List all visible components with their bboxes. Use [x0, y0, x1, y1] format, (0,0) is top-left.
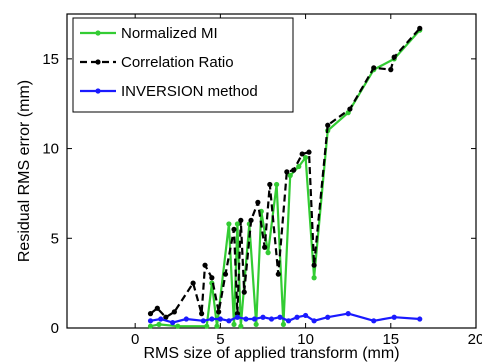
data-point	[238, 217, 244, 223]
y-axis-label: Residual RMS error (mm)	[16, 80, 33, 262]
data-point	[231, 226, 237, 232]
x-tick-label: 5	[216, 331, 224, 348]
data-point	[345, 311, 351, 317]
data-point	[265, 250, 271, 256]
data-point	[231, 321, 237, 328]
data-point	[391, 54, 397, 60]
legend-label: Normalized MI	[121, 25, 218, 42]
y-tick-label: 15	[42, 51, 59, 68]
data-point	[234, 314, 241, 320]
x-tick-label: 15	[382, 331, 399, 348]
data-point	[260, 314, 266, 320]
data-point	[209, 316, 215, 322]
data-point	[325, 314, 331, 320]
data-point	[255, 199, 261, 205]
plot-frame	[66, 13, 477, 329]
data-point	[417, 316, 423, 322]
data-point	[311, 275, 317, 281]
data-point	[388, 67, 394, 73]
data-point	[274, 181, 280, 188]
data-point	[267, 181, 273, 188]
data-point	[158, 316, 164, 322]
data-point	[294, 314, 300, 320]
data-point	[285, 318, 292, 324]
data-point	[154, 305, 160, 311]
legend-label: Correlation Ratio	[121, 54, 234, 71]
data-point	[199, 311, 205, 317]
data-point	[234, 221, 241, 227]
data-point	[238, 323, 244, 329]
series-layer	[147, 25, 423, 329]
data-point	[391, 314, 397, 320]
data-point	[251, 316, 258, 322]
series-1	[147, 25, 423, 320]
y-tick-label: 0	[51, 320, 59, 337]
data-point	[296, 163, 302, 170]
data-point	[241, 289, 247, 295]
data-point	[262, 244, 268, 250]
data-point	[253, 321, 259, 328]
data-point	[170, 320, 176, 326]
data-point	[226, 221, 232, 227]
data-point	[204, 323, 210, 329]
legend-label: INVERSION method	[121, 83, 258, 100]
data-point	[156, 321, 162, 328]
data-point	[275, 271, 281, 277]
data-point	[217, 316, 223, 322]
data-point	[226, 318, 232, 324]
data-point	[371, 65, 377, 71]
data-point	[287, 172, 293, 179]
data-point	[200, 318, 206, 324]
axis-ticks: 0 5 10 15 20 0 5 10 15	[42, 14, 482, 348]
x-tick-label: 20	[468, 331, 482, 348]
legend-marker	[95, 30, 101, 36]
series-2	[147, 311, 423, 326]
data-point	[147, 323, 154, 329]
data-point	[190, 280, 196, 286]
legend-marker	[95, 59, 101, 65]
data-point	[163, 314, 169, 320]
x-tick-label: 0	[131, 331, 139, 348]
data-point	[347, 106, 353, 112]
legend: Normalized MI Correlation Ratio INVERSION …	[72, 17, 294, 113]
x-axis-label: RMS size of applied transform (mm)	[143, 345, 399, 362]
data-point	[243, 316, 249, 322]
data-point	[222, 271, 229, 277]
y-tick-label: 10	[42, 141, 59, 158]
data-point	[299, 151, 305, 157]
data-point	[175, 323, 181, 329]
plot-area	[66, 13, 477, 329]
data-point	[371, 318, 377, 324]
y-tick-label: 5	[51, 230, 59, 247]
data-point	[284, 169, 290, 175]
data-point	[234, 311, 241, 317]
x-tick-label: 10	[297, 331, 314, 348]
data-point	[325, 122, 331, 128]
series-line	[149, 27, 421, 319]
data-point	[171, 309, 177, 315]
data-point	[280, 321, 287, 328]
data-point	[306, 149, 312, 155]
data-point	[302, 154, 309, 161]
data-point	[248, 217, 254, 223]
data-point	[268, 316, 275, 322]
legend-marker	[95, 88, 101, 94]
data-point	[311, 262, 317, 268]
data-point	[183, 316, 189, 322]
data-point	[209, 275, 215, 281]
data-point	[202, 262, 208, 268]
data-point	[216, 309, 222, 315]
data-point	[291, 167, 297, 173]
data-point	[311, 318, 317, 324]
data-point	[214, 323, 220, 329]
data-point	[147, 311, 154, 317]
data-point	[147, 318, 154, 324]
data-point	[302, 312, 309, 319]
data-point	[277, 314, 283, 320]
data-point	[417, 25, 423, 31]
